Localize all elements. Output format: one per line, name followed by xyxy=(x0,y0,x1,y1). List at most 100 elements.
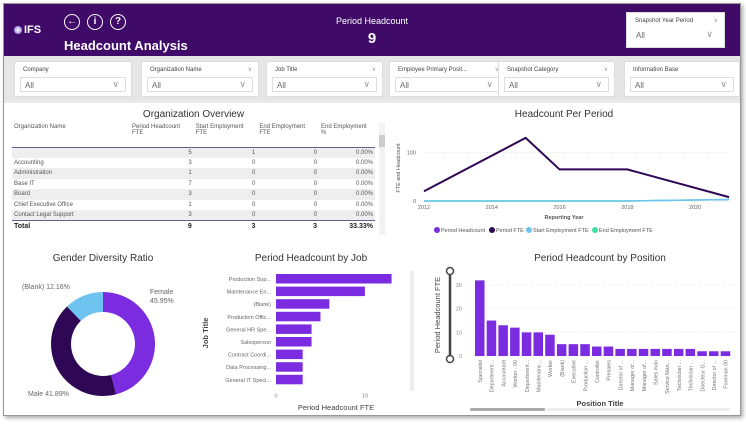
vertical-scrollbar[interactable] xyxy=(410,271,414,391)
table-cell: 0 xyxy=(252,180,256,187)
x-axis-label: Position Title xyxy=(577,399,624,408)
table-cell: 0.00% xyxy=(355,201,373,208)
x-tick-label: Service Man... xyxy=(665,360,671,394)
table-row[interactable]: Accounting 3 0 0 0.00% xyxy=(12,158,375,169)
filter-slicer[interactable]: Information Base All ∨ xyxy=(624,61,740,97)
x-tick-label: 2018 xyxy=(621,205,633,211)
table-cell: 0.00% xyxy=(355,180,373,187)
slicer-dropdown[interactable]: All ∨ xyxy=(147,77,253,92)
chevron-down-icon: ∨ xyxy=(706,29,713,39)
slice-label-female: Female xyxy=(150,289,173,296)
slice-female xyxy=(103,292,156,395)
slider-handle[interactable] xyxy=(445,266,455,276)
total-cell: 3 xyxy=(193,220,258,231)
chevron-down-icon: ∨ xyxy=(720,79,727,89)
filter-slicer[interactable]: Employee Primary Posit... ∨ All ∨ xyxy=(389,61,506,97)
x-tick-label: Worker xyxy=(548,360,554,377)
x-tick-label: Technician ... xyxy=(689,360,695,391)
x-tick-label: Executive xyxy=(572,360,578,383)
back-icon[interactable]: ← xyxy=(64,14,80,30)
chevron-down-icon: ∨ xyxy=(494,67,499,73)
x-tick-label: Manager of... xyxy=(642,360,648,391)
total-cell: 9 xyxy=(130,220,194,231)
x-tick-label: 0 xyxy=(274,393,277,399)
slicer-label: Employee Primary Posit... xyxy=(398,67,468,73)
table-cell: 1 xyxy=(193,147,258,158)
horizontal-scrollbar-thumb[interactable] xyxy=(470,408,545,411)
snapshot-year-slicer[interactable]: Snapshot Year Period ∨ All ∨ xyxy=(626,12,725,48)
slicer-dropdown[interactable]: All ∨ xyxy=(630,77,734,92)
slicer-dropdown[interactable]: All ∨ xyxy=(632,28,719,43)
bar xyxy=(709,351,719,356)
table-row[interactable]: Administration 1 0 0 0.00% xyxy=(12,168,375,179)
chart-title: Period Headcount by Position xyxy=(534,253,666,264)
filter-slicer[interactable]: Organization Name ∨ All ∨ xyxy=(141,61,259,97)
table-cell: 0 xyxy=(313,159,318,166)
x-tick-label: Technician ... xyxy=(677,360,683,391)
info-icon[interactable]: i xyxy=(87,14,103,30)
legend-marker xyxy=(489,227,495,233)
chevron-down-icon: ∨ xyxy=(239,79,246,89)
table-row[interactable]: Board 3 0 0 0.00% xyxy=(12,189,375,200)
org-table-title: Organization Overview xyxy=(142,109,245,120)
legend-label: Start Employment FTE xyxy=(533,228,589,234)
column-header[interactable]: Organization Name xyxy=(12,123,130,148)
filter-slicer[interactable]: Company All ∨ xyxy=(14,61,132,97)
y-tick-label: Data Processing... xyxy=(226,365,271,371)
y-tick-label: Production Sup... xyxy=(229,277,272,283)
x-tick-label: (Blank) xyxy=(560,360,566,377)
y-tick-label: 0 xyxy=(459,354,462,360)
x-tick-label: 2012 xyxy=(418,205,430,211)
table-cell: 3 xyxy=(188,159,192,166)
chevron-down-icon: ∨ xyxy=(595,79,602,89)
y-tick-label: Salesperson xyxy=(240,340,271,346)
y-tick-label: 10 xyxy=(456,330,462,336)
column-header[interactable]: End Employment FTE xyxy=(257,123,320,148)
table-cell: 5 xyxy=(130,147,194,158)
total-cell: Total xyxy=(12,220,130,231)
x-tick-label: Manager of... xyxy=(630,360,636,391)
column-header[interactable]: End Employment % xyxy=(319,123,375,148)
page-title: Headcount Analysis xyxy=(64,38,188,53)
chevron-down-icon: ∨ xyxy=(713,18,718,24)
chevron-down-icon: ∨ xyxy=(363,79,370,89)
table-scrollbar[interactable] xyxy=(379,123,385,235)
column-header[interactable]: Period Headcount FTE xyxy=(130,123,194,148)
table-cell: 1 xyxy=(188,201,192,208)
slicer-dropdown[interactable]: All ∨ xyxy=(504,77,609,92)
slice-value-female: 45.95% xyxy=(150,298,174,305)
x-tick-label: Department... xyxy=(490,360,496,392)
column-header[interactable]: Start Employment FTE xyxy=(193,123,258,148)
table-row[interactable]: 5 1 0 0.00% xyxy=(12,147,375,158)
table-row[interactable]: Base IT 7 0 0 0.00% xyxy=(12,179,375,190)
slice-male xyxy=(50,306,117,396)
bar xyxy=(510,327,520,356)
slicer-dropdown[interactable]: All ∨ xyxy=(395,77,500,92)
slider-handle[interactable] xyxy=(445,354,455,364)
horizontal-scrollbar-track[interactable] xyxy=(470,408,730,411)
x-tick-label: Director of ... xyxy=(712,360,718,390)
x-tick-label: 2016 xyxy=(553,205,565,211)
chevron-down-icon: ∨ xyxy=(486,79,493,89)
filter-slicer[interactable]: Snapshot Category ∨ All ∨ xyxy=(498,61,615,97)
headcount-by-position-chart: Period Headcount by Position 0 10 20 30 Speci… xyxy=(410,253,735,411)
y-tick-label: Maintenance En... xyxy=(227,290,272,296)
slicer-dropdown[interactable]: All ∨ xyxy=(272,77,377,92)
legend-label: Period Headcount xyxy=(441,228,486,234)
table-row[interactable]: Chief Executive Office 1 0 0 0.00% xyxy=(12,200,375,211)
slicer-value: All xyxy=(25,81,34,90)
x-tick-label: Directeur G... xyxy=(700,360,706,392)
y-tick-label: Contract Coordi... xyxy=(228,353,272,359)
table-row[interactable]: Contact Legal Support 3 0 0 0.00% xyxy=(12,210,375,221)
filter-slicer[interactable]: Job Title ∨ All ∨ xyxy=(266,61,383,97)
help-icon[interactable]: ? xyxy=(110,14,126,30)
chart-title: Headcount Per Period xyxy=(515,109,613,120)
bar xyxy=(521,332,532,356)
slicer-value: All xyxy=(400,81,409,90)
bar xyxy=(580,344,590,356)
bar xyxy=(276,349,303,360)
y-axis-label: Period Headcount FTE xyxy=(433,277,442,353)
x-tick-label: Worker - 00 xyxy=(513,360,519,388)
slicer-dropdown[interactable]: All ∨ xyxy=(20,77,126,92)
headcount-by-job-chart: Period Headcount by Job Production Sup...… xyxy=(201,253,392,412)
